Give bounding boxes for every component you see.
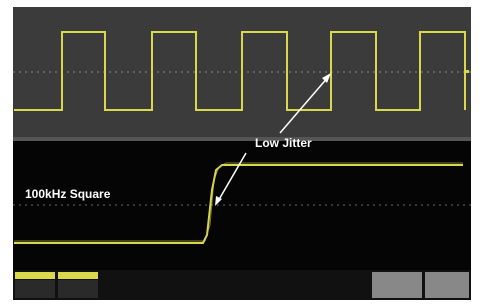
trigger-box bbox=[425, 272, 469, 298]
channel-box bbox=[58, 280, 98, 298]
signal-label: 100kHz Square bbox=[25, 187, 111, 201]
level-marker bbox=[466, 70, 469, 73]
channel-box bbox=[15, 280, 55, 298]
channel-tag bbox=[58, 272, 98, 279]
channel-tag bbox=[15, 272, 55, 279]
timebase-box bbox=[372, 272, 422, 298]
pane-divider bbox=[13, 137, 471, 141]
arrow-label: Low Jitter bbox=[255, 136, 312, 150]
scope-screenshot: Low Jitter 100kHz Square bbox=[0, 0, 483, 304]
